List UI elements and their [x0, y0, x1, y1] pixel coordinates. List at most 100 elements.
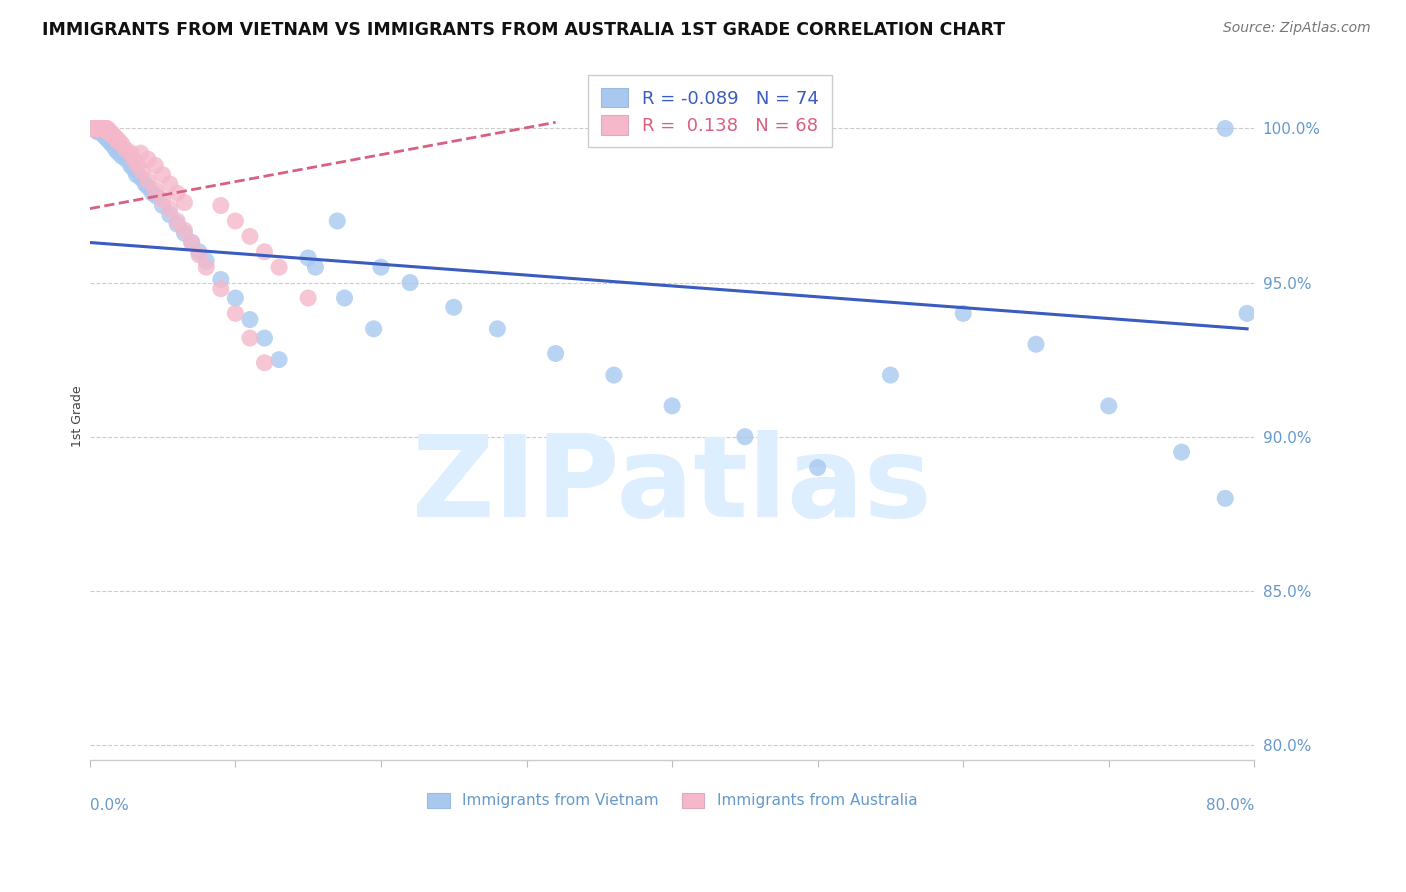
Point [107, 134, 129, 148]
Point [90, 124, 112, 138]
Point [141, 186, 163, 201]
Point [253, 331, 276, 345]
Point [82, 121, 104, 136]
Point [297, 291, 319, 305]
Point [129, 146, 152, 161]
Point [136, 180, 159, 194]
Point [267, 352, 290, 367]
Point [399, 276, 422, 290]
Point [83, 121, 105, 136]
Point [108, 146, 131, 161]
Point [94, 130, 117, 145]
Point [224, 291, 246, 305]
Point [97, 124, 120, 138]
Point [84, 121, 107, 136]
Point [127, 158, 149, 172]
Point [100, 136, 122, 151]
Point [97, 134, 120, 148]
Point [93, 128, 115, 142]
Point [209, 198, 232, 212]
Point [188, 244, 211, 259]
Point [89, 124, 111, 138]
Point [1213, 121, 1236, 136]
Point [89, 121, 111, 136]
Point [87, 121, 110, 136]
Point [103, 130, 125, 145]
Point [734, 430, 756, 444]
Point [297, 251, 319, 265]
Point [82, 121, 104, 136]
Point [91, 121, 114, 136]
Point [111, 136, 134, 151]
Point [166, 186, 188, 201]
Point [267, 260, 290, 275]
Point [86, 121, 108, 136]
Point [94, 121, 117, 136]
Text: IMMIGRANTS FROM VIETNAM VS IMMIGRANTS FROM AUSTRALIA 1ST GRADE CORRELATION CHART: IMMIGRANTS FROM VIETNAM VS IMMIGRANTS FR… [42, 21, 1005, 38]
Point [93, 121, 115, 136]
Point [159, 208, 181, 222]
Point [173, 223, 195, 237]
Point [120, 158, 142, 172]
Point [253, 244, 276, 259]
Point [89, 121, 111, 136]
Point [152, 198, 174, 212]
Point [209, 282, 232, 296]
Point [131, 164, 153, 178]
Point [115, 143, 138, 157]
Point [84, 121, 107, 136]
Point [224, 306, 246, 320]
Point [120, 146, 142, 161]
Point [180, 235, 202, 250]
Point [136, 174, 159, 188]
Point [370, 260, 392, 275]
Point [105, 143, 128, 157]
Point [87, 121, 110, 136]
Point [87, 121, 110, 136]
Point [195, 260, 218, 275]
Point [83, 121, 105, 136]
Point [443, 300, 465, 314]
Point [89, 121, 111, 136]
Point [98, 134, 121, 148]
Point [93, 128, 115, 142]
Point [1170, 445, 1192, 459]
Point [661, 399, 683, 413]
Point [86, 124, 108, 138]
Text: ZIPatlas: ZIPatlas [412, 430, 932, 541]
Point [304, 260, 326, 275]
Text: 0.0%: 0.0% [90, 798, 128, 814]
Point [96, 124, 118, 138]
Text: 80.0%: 80.0% [1206, 798, 1254, 814]
Point [108, 134, 131, 148]
Point [145, 189, 167, 203]
Point [224, 214, 246, 228]
Point [94, 128, 117, 142]
Point [96, 130, 118, 145]
Point [96, 130, 118, 145]
Point [90, 121, 112, 136]
Point [93, 121, 115, 136]
Point [152, 193, 174, 207]
Point [209, 272, 232, 286]
Point [333, 291, 356, 305]
Point [143, 183, 166, 197]
Point [952, 306, 974, 320]
Point [188, 248, 211, 262]
Point [253, 356, 276, 370]
Point [134, 177, 156, 191]
Point [326, 214, 349, 228]
Point [83, 121, 105, 136]
Point [111, 149, 134, 163]
Point [84, 121, 107, 136]
Point [122, 161, 145, 176]
Point [87, 121, 110, 136]
Point [159, 177, 181, 191]
Point [103, 140, 125, 154]
Point [98, 124, 121, 138]
Text: Source: ZipAtlas.com: Source: ZipAtlas.com [1223, 21, 1371, 35]
Point [1098, 399, 1121, 413]
Point [100, 128, 122, 142]
Point [100, 134, 122, 148]
Point [363, 322, 385, 336]
